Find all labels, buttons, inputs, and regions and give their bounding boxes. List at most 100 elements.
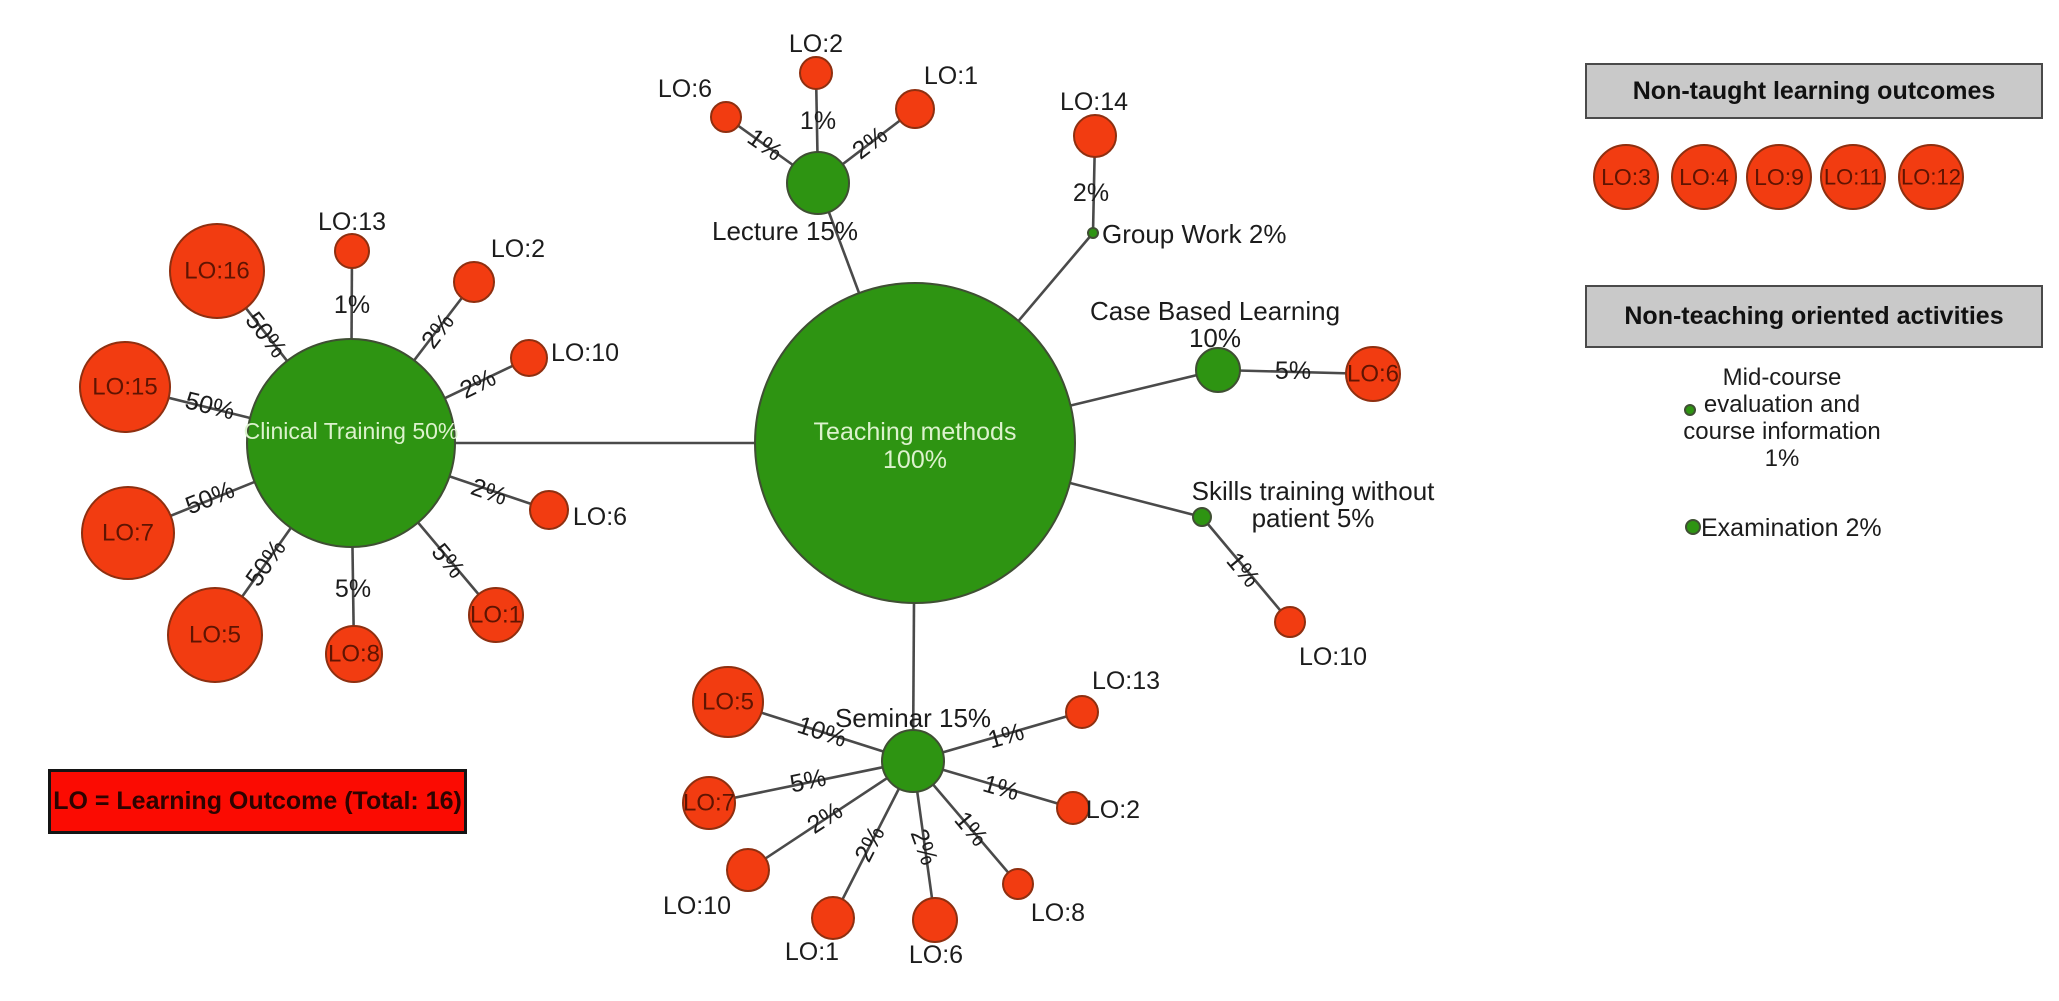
- label-lo-6-17: LO:6: [573, 503, 627, 531]
- edge-seminar--seminar-lo7: [708, 759, 914, 805]
- lo-definition-text: LO = Learning Outcome (Total: 16): [53, 787, 462, 815]
- label-lo-2-22: LO:2: [1086, 796, 1140, 824]
- label-skills-training-without-8: Skills training without: [1192, 476, 1436, 506]
- node-skills-training-dot: [1192, 507, 1212, 527]
- label-2--41: 2%: [802, 796, 848, 839]
- label-1--26: 1%: [800, 107, 836, 135]
- node-seminar-lo8: [1002, 868, 1034, 900]
- node-nontaught-lo4: [1671, 144, 1737, 210]
- node-nontaught-lo3: [1593, 144, 1659, 210]
- label-1--30: 1%: [334, 291, 370, 319]
- label-clinical-training-50--2: Clinical Training 50%: [244, 418, 459, 444]
- label-5--37: 5%: [335, 575, 371, 603]
- non-taught-outcomes-header: Non-taught learning outcomes: [1585, 63, 2043, 119]
- node-skills-lo10: [1274, 606, 1306, 638]
- node-nontaught-lo11: [1820, 144, 1886, 210]
- node-lecture-lo1: [895, 89, 935, 129]
- node-clinical-lo10: [510, 339, 548, 377]
- label-lo-2-11: LO:2: [789, 30, 843, 58]
- label-5--47: 5%: [1275, 357, 1311, 385]
- node-label-nontaught-lo3: LO:3: [1601, 164, 1651, 190]
- node-clinical-lo7: [81, 486, 175, 580]
- node-examination-dot: [1685, 519, 1701, 535]
- node-seminar-lo6: [912, 897, 958, 943]
- node-seminar-lo10: [726, 848, 770, 892]
- label-teaching-methods-0: Teaching methods: [814, 418, 1017, 446]
- node-mid-course-dot: [1684, 404, 1696, 416]
- node-clinical-lo1: [468, 587, 524, 643]
- node-label-clinical-lo7: LO:7: [102, 520, 154, 547]
- label-lo-6-20: LO:6: [909, 941, 963, 969]
- label-seminar-15--4: Seminar 15%: [835, 703, 991, 733]
- lo-definition-box: LO = Learning Outcome (Total: 16): [48, 769, 467, 834]
- node-clinical-lo8: [325, 625, 383, 683]
- label-5--40: 5%: [787, 764, 828, 799]
- label-lo-10-16: LO:10: [551, 339, 619, 367]
- label-lo-10-24: LO:10: [1299, 643, 1367, 671]
- label-case-based-learning-6: Case Based Learning: [1090, 296, 1340, 326]
- label-1--45: 1%: [980, 770, 1022, 807]
- mid-course-line-2: evaluation and: [1703, 391, 1861, 418]
- node-seminar-lo1: [811, 896, 855, 940]
- node-group-lo14: [1073, 114, 1117, 158]
- label-2--43: 2%: [905, 825, 944, 869]
- node-seminar-lo5: [692, 666, 764, 738]
- label-2--31: 2%: [416, 308, 460, 354]
- edge-seminar--seminar-lo10: [747, 759, 914, 872]
- label-lo-13-14: LO:13: [318, 208, 386, 236]
- label-10--7: 10%: [1189, 323, 1241, 353]
- label-50--36: 50%: [240, 534, 292, 591]
- node-label-clinical-lo8: LO:8: [328, 641, 380, 668]
- node-label-clinical-lo1: LO:1: [470, 602, 522, 629]
- node-label-clinical-lo15: LO:15: [92, 374, 157, 401]
- node-lecture-lo2: [799, 56, 833, 90]
- label-lo-1-19: LO:1: [785, 938, 839, 966]
- label-2--42: 2%: [849, 822, 890, 867]
- node-seminar-lo13: [1065, 695, 1099, 729]
- label-lo-13-23: LO:13: [1092, 667, 1160, 695]
- mid-course-line-3: course information: [1683, 418, 1881, 445]
- node-clinical-lo16: [169, 223, 265, 319]
- non-teaching-activities-header: Non-teaching oriented activities: [1585, 285, 2043, 348]
- node-label-clinical-lo16: LO:16: [184, 258, 249, 285]
- node-seminar-lo7: [682, 776, 736, 830]
- node-nontaught-lo12: [1898, 144, 1964, 210]
- label-2--27: 2%: [847, 121, 893, 165]
- mid-course-line-1: Mid-course: [1722, 364, 1842, 391]
- node-label-seminar-lo7: LO:7: [683, 790, 735, 817]
- node-lecture-lo6: [710, 101, 742, 133]
- node-label-nontaught-lo4: LO:4: [1679, 164, 1729, 190]
- node-clinical-lo5: [167, 587, 263, 683]
- non-taught-outcomes-title: Non-taught learning outcomes: [1632, 76, 1996, 105]
- label-100--1: 100%: [883, 446, 947, 474]
- label-1--25: 1%: [742, 123, 788, 167]
- label-2--35: 2%: [467, 473, 510, 511]
- node-group-work-dot: [1087, 227, 1099, 239]
- node-lecture: [786, 151, 850, 215]
- node-cbl-lo6: [1345, 346, 1401, 402]
- node-label-nontaught-lo12: LO:12: [1901, 165, 1961, 190]
- mid-course-activity-label: Mid-course evaluation and course informa…: [1642, 364, 1922, 472]
- label-lecture-15--3: Lecture 15%: [712, 216, 858, 246]
- label-50--33: 50%: [182, 386, 237, 425]
- label-2--28: 2%: [1073, 179, 1109, 207]
- label-lo-10-18: LO:10: [663, 892, 731, 920]
- label-lo-2-15: LO:2: [491, 235, 545, 263]
- label-50--34: 50%: [182, 476, 239, 521]
- label-group-work-2--5: Group Work 2%: [1102, 219, 1286, 249]
- label-1--44: 1%: [949, 806, 994, 852]
- label-lo-14-13: LO:14: [1060, 88, 1128, 116]
- node-label-seminar-lo5: LO:5: [702, 689, 754, 716]
- node-label-clinical-lo5: LO:5: [189, 622, 241, 649]
- label-1--46: 1%: [985, 718, 1027, 755]
- node-teaching-methods: [754, 282, 1076, 604]
- label-2--32: 2%: [456, 363, 501, 404]
- mid-course-line-4: 1%: [1764, 445, 1800, 472]
- node-clinical-lo6: [529, 490, 569, 530]
- node-clinical-training: [246, 338, 456, 548]
- node-clinical-lo13: [334, 233, 370, 269]
- label-50--29: 50%: [240, 307, 293, 364]
- node-label-cbl-lo6: LO:6: [1347, 361, 1399, 388]
